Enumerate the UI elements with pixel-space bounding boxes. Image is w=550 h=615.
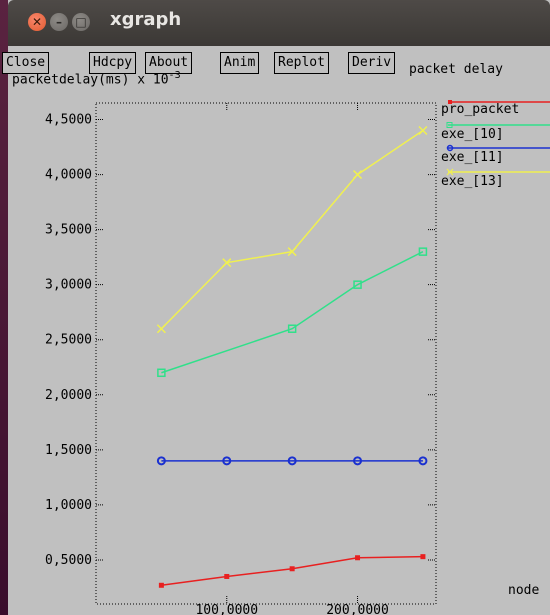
y-tick-label: 0,5000 bbox=[45, 553, 92, 568]
y-tick-label: 1,5000 bbox=[45, 443, 92, 458]
y-axis-label: packetdelay(ms) x 10-3 bbox=[12, 70, 181, 87]
legend-marker-pro-packet bbox=[448, 100, 452, 104]
about-button[interactable]: About bbox=[145, 52, 193, 74]
plot-frame bbox=[95, 102, 437, 605]
close-button[interactable]: Close bbox=[2, 52, 50, 74]
anim-button[interactable]: Anim bbox=[220, 52, 260, 74]
data-point-exe-11 bbox=[418, 456, 428, 466]
data-point-exe-13 bbox=[353, 170, 363, 180]
data-point-exe-11 bbox=[222, 456, 232, 466]
y-tick-label: 4,0000 bbox=[45, 168, 92, 183]
x-tick-label: 200,0000 bbox=[326, 603, 389, 615]
data-point-exe-10 bbox=[418, 247, 428, 256]
y-tick-label: 3,5000 bbox=[45, 223, 92, 238]
y-tick-label: 2,5000 bbox=[45, 333, 92, 348]
data-point-exe-11 bbox=[353, 456, 363, 466]
legend-label-exe-11: exe_[11] bbox=[441, 150, 504, 165]
data-point-exe-13 bbox=[418, 125, 428, 136]
legend-label-exe-10: exe_[10] bbox=[441, 127, 504, 142]
data-point-exe-10 bbox=[287, 324, 297, 333]
y-axis-label-text: packetdelay(ms) x 10 bbox=[12, 72, 169, 88]
close-window-icon[interactable]: ✕ bbox=[28, 13, 46, 31]
data-point-pro-packet bbox=[289, 566, 295, 572]
legend-marker-exe-11 bbox=[446, 144, 454, 152]
minimize-window-icon[interactable]: – bbox=[50, 13, 68, 31]
data-point-exe-11 bbox=[156, 456, 166, 466]
data-point-exe-10 bbox=[157, 368, 166, 378]
replot-button[interactable]: Replot bbox=[274, 52, 329, 74]
data-point-pro-packet bbox=[355, 555, 361, 561]
data-point-pro-packet bbox=[224, 573, 230, 579]
y-tick-label: 3,0000 bbox=[45, 278, 92, 293]
x-tick-label: 100,0000 bbox=[195, 603, 258, 615]
legend-label-pro-packet: pro_packet bbox=[441, 102, 520, 117]
data-point-pro-packet bbox=[158, 582, 164, 588]
data-point-exe-10 bbox=[353, 280, 362, 289]
hdcpy-button[interactable]: Hdcpy bbox=[89, 52, 137, 74]
data-point-exe-13 bbox=[156, 324, 166, 334]
series-line-exe-10 bbox=[161, 250, 424, 374]
deriv-button[interactable]: Deriv bbox=[348, 52, 396, 74]
data-point-pro-packet bbox=[420, 554, 426, 560]
data-point-exe-13 bbox=[222, 258, 232, 268]
data-point-exe-13 bbox=[287, 247, 297, 257]
legend-marker-exe-13 bbox=[446, 168, 454, 176]
y-tick-label: 4,5000 bbox=[45, 113, 92, 128]
x-axis-label: node bbox=[508, 583, 540, 598]
series-line-exe-13 bbox=[160, 129, 424, 330]
window-title: xgraph bbox=[110, 9, 182, 30]
y-tick-label: 1,0000 bbox=[45, 498, 92, 513]
desktop-frame bbox=[0, 0, 8, 615]
y-tick-label: 2,0000 bbox=[45, 388, 92, 403]
data-point-exe-11 bbox=[287, 456, 297, 466]
maximize-window-icon[interactable]: □ bbox=[72, 13, 90, 31]
plot-title: packet delay bbox=[409, 62, 503, 77]
legend-label-exe-13: exe_[13] bbox=[441, 174, 504, 189]
legend-marker-exe-10 bbox=[446, 122, 453, 128]
title-bar[interactable]: ✕ – □ xgraph bbox=[8, 0, 550, 46]
y-axis-exponent: -3 bbox=[168, 70, 181, 81]
